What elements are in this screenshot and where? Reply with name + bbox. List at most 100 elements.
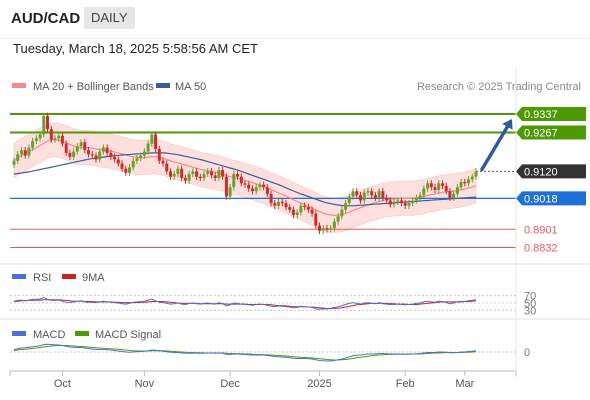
candle-down [370,191,374,196]
candle-up [426,183,430,189]
macd-signal-legend-label: MACD Signal [95,329,161,341]
candle-up [27,147,31,156]
symbol-title: AUD/CAD [11,10,81,27]
candle-down [441,183,444,186]
candle-up [422,188,426,196]
candle-up [392,201,396,205]
candle-up [474,171,478,177]
bollinger-bands [13,122,477,233]
candle-up [228,187,232,197]
time-axis: Oct Nov Dec 2025 Feb Mar [9,371,517,390]
macd-legend-label: MACD [33,329,65,341]
candle-up [277,201,280,206]
candle-down [116,159,120,164]
macd-line [13,343,477,362]
candle-down [165,163,169,172]
candle-up [332,221,336,229]
candle-up [42,115,46,135]
candle-down [183,178,187,181]
candle-up [452,193,456,198]
candle-up [411,200,415,204]
time-axis-label: 2025 [307,378,331,390]
candle-down [444,185,448,192]
chart-header: AUD/CAD DAILY [0,0,590,39]
macd-legend-swatch [12,331,26,336]
candle-down [429,183,433,188]
candle-up [34,138,38,141]
candle-up [98,151,102,160]
candle-up [191,171,195,174]
forecast-arrow-head [502,119,513,130]
candle-down [221,170,225,177]
forecast-arrow [480,119,513,172]
candle-up [176,168,180,174]
candle-up [142,151,146,156]
macd-tick-label: 0 [524,347,530,359]
bollinger-band-area [13,122,477,233]
price-tag-label: 0.9337 [524,109,558,121]
price-tag-label: 0.9120 [524,166,558,178]
candle-up [347,196,351,204]
candle-down [213,175,217,178]
candle-up [172,174,176,177]
candle-down [265,187,269,194]
candle-up [217,170,221,178]
time-axis-label: Feb [396,378,415,390]
candle-up [418,195,422,198]
candle-up [258,184,262,188]
time-axis-label: Oct [54,378,71,390]
forecast-arrow-shaft [480,124,510,172]
candle-down [403,203,407,206]
candle-up [57,135,61,139]
candle-up [187,174,191,181]
candle-up [232,174,236,188]
candle-up [150,134,154,144]
candle-up [206,171,210,174]
candle-down [90,154,94,156]
price-tag-label: 0.9018 [524,193,558,205]
candle-up [455,187,459,194]
time-axis-label: Mar [455,378,474,390]
candle-down [239,176,243,184]
candle-down [284,203,288,208]
candle-up [340,209,344,217]
candle-down [210,171,213,176]
candle-up [396,200,400,202]
candle-up [101,147,105,152]
rsi-legend-swatch [12,274,26,279]
candle-down [224,176,228,197]
candle-down [262,184,266,188]
ma50-legend-swatch [156,83,170,88]
candle-down [113,156,117,160]
price-tag-label: 0.8901 [524,224,558,236]
candle-down [195,171,199,177]
candle-up [407,203,411,206]
candle-down [46,115,49,130]
candle-down [385,197,389,201]
candle-down [400,200,403,204]
candle-down [388,200,392,205]
candle-up [146,143,150,152]
candle-down [381,191,385,198]
candle-down [236,174,239,177]
candle-down [303,205,307,208]
research-credit: Research © 2025 Trading Central [417,81,581,93]
candle-up [20,150,23,155]
candle-down [247,184,251,189]
candle-down [157,148,161,161]
timeframe-button[interactable]: DAILY [84,7,135,29]
candle-up [336,216,340,222]
rsi-legend-label: RSI [33,272,51,284]
candle-up [470,176,474,180]
price-tag-label: 0.9267 [524,128,558,140]
candle-up [467,179,470,184]
candle-down [154,134,158,149]
rsi-ma-legend-label: 9MA [82,272,105,284]
candle-down [94,155,98,160]
candle-down [180,168,184,178]
price-levels [10,113,516,249]
candle-down [273,203,277,206]
candle-up [135,158,139,161]
price-tag-label: 0.8832 [524,243,558,255]
